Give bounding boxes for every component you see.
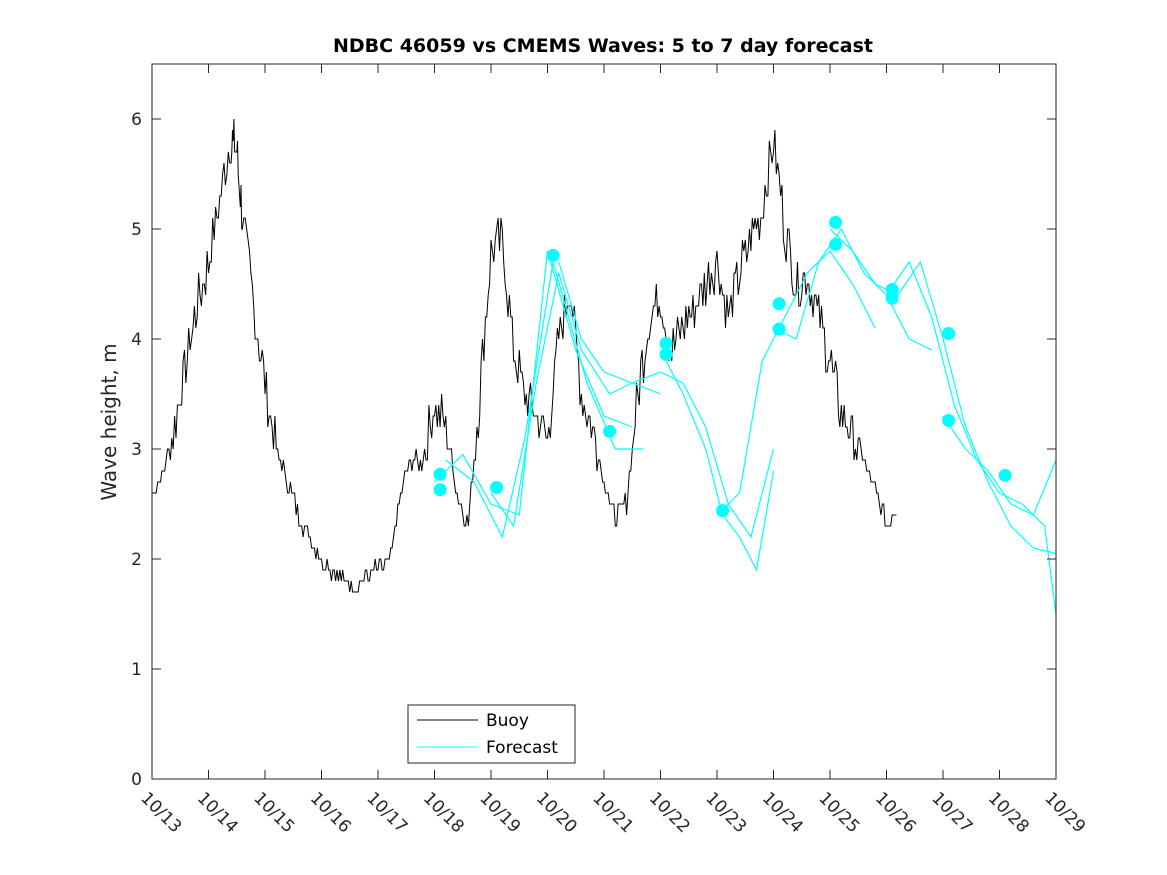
x-tick-label: 10/13 [136, 788, 185, 837]
forecast-marker [490, 481, 504, 494]
x-tick-label: 10/25 [814, 788, 863, 837]
forecast-line-8 [829, 228, 1056, 555]
series-layer [152, 118, 1056, 615]
y-tick-labels: 0 1 2 3 4 5 6 [131, 110, 142, 790]
y-tick-label: 6 [131, 110, 142, 130]
buoy-line [152, 118, 897, 593]
y-tick-label: 2 [131, 550, 142, 570]
forecast-marker [659, 336, 673, 350]
forecast-marker [998, 468, 1012, 482]
forecast-marker [659, 347, 673, 361]
y-tick-label: 0 [131, 770, 142, 790]
forecast-marker [772, 297, 786, 311]
x-tick-labels: 10/13 10/14 10/15 10/16 10/17 10/18 10/19 10/20… [136, 788, 1089, 837]
forecast-marker [772, 322, 786, 336]
x-tick-label: 10/24 [758, 788, 807, 837]
x-tick-label: 10/27 [927, 788, 976, 837]
x-tick-label: 10/22 [645, 788, 694, 837]
x-tick-label: 10/26 [871, 788, 920, 837]
x-tick-label: 10/15 [249, 788, 298, 837]
x-tick-label: 10/21 [588, 788, 637, 837]
forecast-marker [885, 291, 899, 305]
x-tick-label: 10/28 [984, 788, 1033, 837]
forecast-line-4 [558, 261, 775, 539]
y-tick-label: 4 [131, 330, 142, 350]
forecast-marker [829, 237, 843, 251]
forecast-marker [942, 327, 956, 340]
forecast-marker [433, 483, 447, 497]
y-tick-label: 3 [131, 440, 142, 460]
x-tick-label: 10/20 [532, 788, 581, 837]
x-tick-label: 10/16 [306, 788, 355, 837]
forecast-marker [433, 467, 447, 481]
x-tick-label: 10/14 [193, 788, 242, 837]
forecast-line-3 [490, 272, 661, 528]
forecast-line-2 [445, 261, 644, 539]
y-tick-label: 5 [131, 220, 142, 240]
x-tick-label: 10/29 [1040, 788, 1089, 837]
y-axis-label: Wave height, m [97, 343, 121, 500]
x-tick-label: 10/23 [701, 788, 750, 837]
forecast-marker [942, 413, 956, 427]
y-tick-label: 1 [131, 660, 142, 680]
x-tick-label: 10/17 [362, 788, 411, 837]
x-tick-label: 10/18 [419, 788, 468, 837]
axes-layer [151, 63, 1057, 780]
legend-label-buoy: Buoy [486, 711, 529, 731]
x-tick-label: 10/19 [475, 788, 524, 837]
forecast-line-10 [942, 415, 1056, 516]
forecast-marker [546, 248, 560, 262]
legend-label-forecast: Forecast [486, 738, 558, 758]
legend-box [407, 704, 576, 764]
forecast-marker [716, 504, 730, 518]
chart-title: NDBC 46059 vs CMEMS Waves: 5 to 7 day fo… [333, 35, 873, 57]
legend: Buoy Forecast [407, 704, 576, 764]
forecast-line-6 [716, 250, 876, 516]
forecast-marker [603, 424, 617, 438]
forecast-marker [829, 215, 843, 229]
